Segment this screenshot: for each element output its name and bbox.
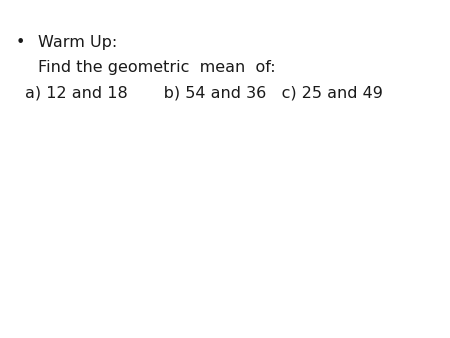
- Text: Find the geometric  mean  of:: Find the geometric mean of:: [38, 60, 276, 75]
- Text: a) 12 and 18       b) 54 and 36   c) 25 and 49: a) 12 and 18 b) 54 and 36 c) 25 and 49: [25, 86, 382, 100]
- Text: Warm Up:: Warm Up:: [38, 35, 117, 50]
- Text: •: •: [16, 35, 25, 50]
